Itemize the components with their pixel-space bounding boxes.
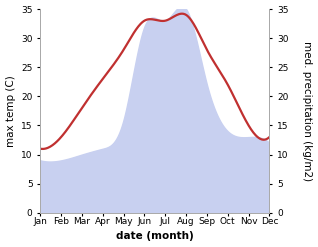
Y-axis label: max temp (C): max temp (C) (5, 75, 16, 147)
X-axis label: date (month): date (month) (116, 231, 194, 242)
Y-axis label: med. precipitation (kg/m2): med. precipitation (kg/m2) (302, 41, 313, 181)
